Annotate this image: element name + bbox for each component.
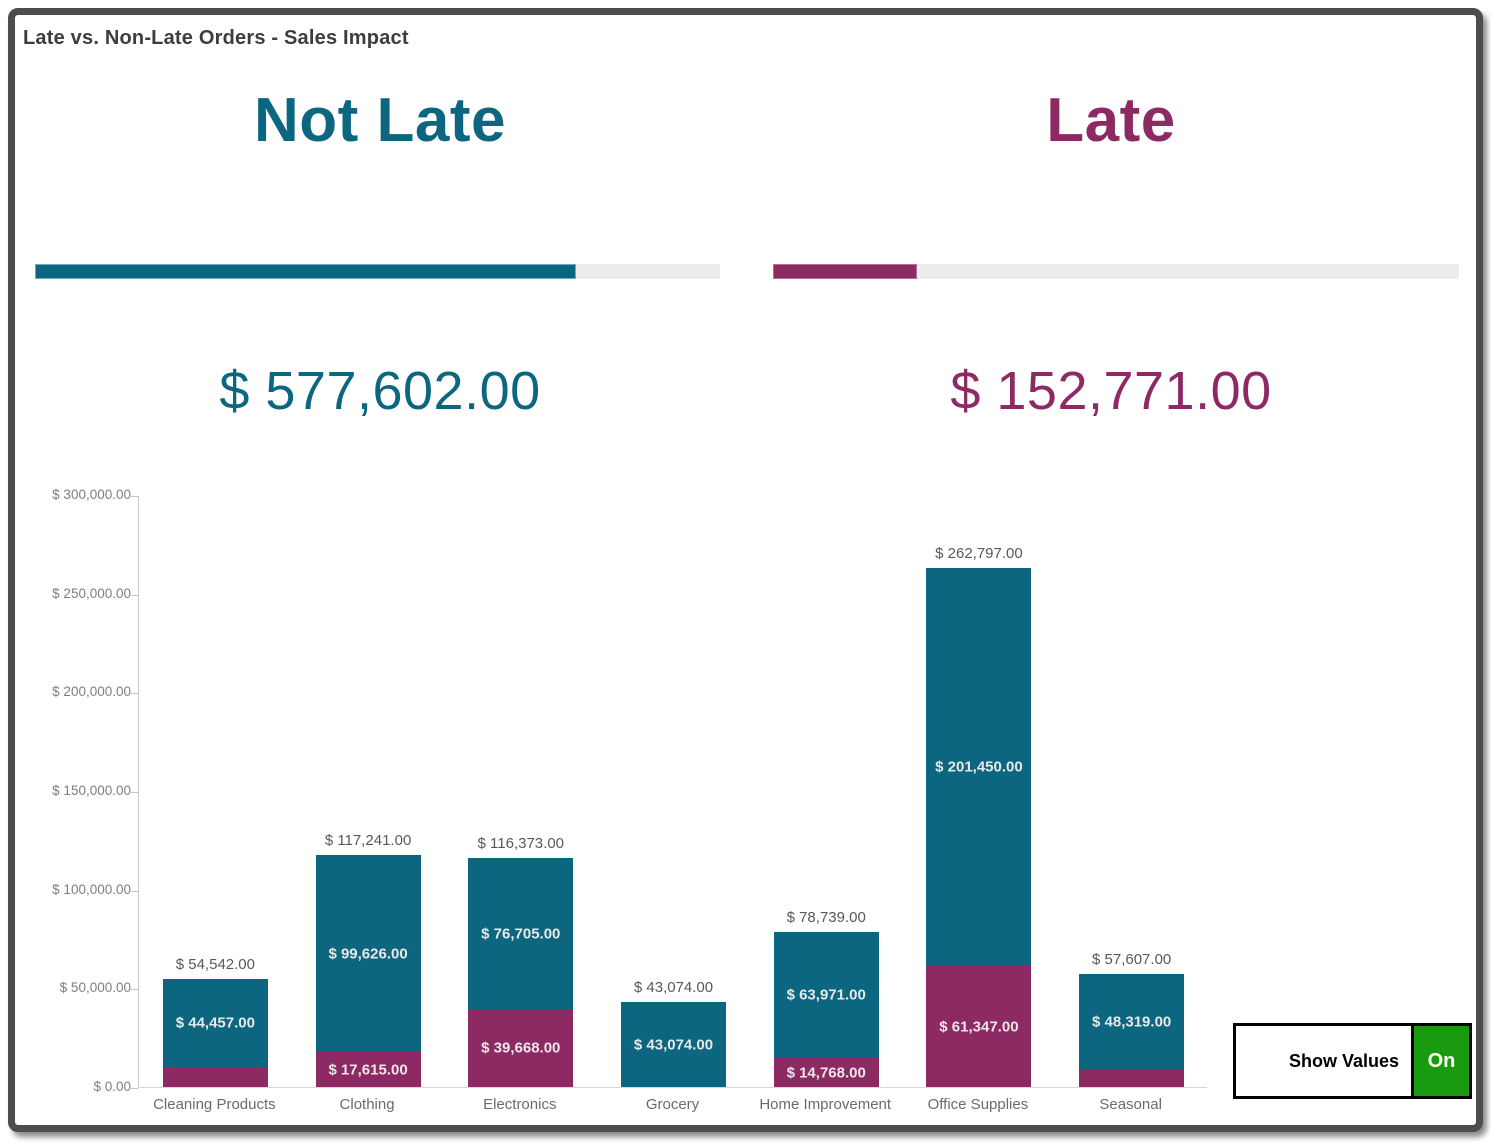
x-axis-label-office-supplies: Office Supplies: [927, 1096, 1029, 1113]
y-tick-mark: [131, 792, 138, 793]
y-tick-label: $ 50,000.00: [59, 980, 131, 996]
plot-area: $ 44,457.00 $ 54,542.00 $ 17,615.00 $ 99,62…: [138, 496, 1207, 1088]
bar-grocery[interactable]: $ 43,074.00: [621, 1002, 726, 1087]
bar-electronics[interactable]: $ 39,668.00 $ 76,705.00: [468, 858, 574, 1087]
y-tick-label: $ 100,000.00: [52, 881, 131, 897]
page-title: Late vs. Non-Late Orders - Sales Impact: [23, 27, 409, 49]
y-tick-mark: [131, 1088, 138, 1089]
bar-segment-late-seasonal[interactable]: [1079, 1069, 1185, 1087]
x-axis-label-cleaning-products: Cleaning Products: [153, 1096, 276, 1113]
kpi-not-late-progress-fill: [35, 264, 577, 279]
bar-total-label: $ 117,241.00: [324, 832, 412, 849]
bar-segment-late-electronics[interactable]: [468, 1009, 574, 1087]
kpi-late-value: $ 152,771.00: [950, 361, 1272, 421]
bar-segment-not-late-grocery[interactable]: [621, 1002, 726, 1087]
bar-total-label: $ 57,607.00: [1092, 951, 1172, 968]
bar-segment-label: $ 201,450.00: [935, 758, 1023, 776]
kpi-late-progress-fill: [773, 264, 918, 279]
bar-segment-label: $ 17,615.00: [328, 1061, 408, 1078]
kpi-not-late-label: Not Late: [254, 86, 506, 155]
kpi-late-label: Late: [1046, 86, 1176, 155]
show-values-toggle-button[interactable]: Show Values On: [1233, 1023, 1472, 1099]
y-tick-mark: [131, 890, 138, 892]
bar-segment-not-late-electronics[interactable]: [468, 858, 574, 1009]
bar-total-label: $ 78,739.00: [786, 909, 866, 926]
stacked-bar-chart: $ 300,000.00 $ 250,000.00 $ 200,000.00 $ 15…: [15, 487, 1476, 1125]
bar-segment-label: $ 61,347.00: [939, 1018, 1019, 1035]
y-tick-label: $ 250,000.00: [52, 585, 131, 601]
bar-segment-label: $ 14,768.00: [786, 1064, 866, 1081]
y-tick-mark: [131, 989, 138, 991]
x-axis-label-seasonal: Seasonal: [1099, 1096, 1162, 1113]
bar-segment-not-late-clothing[interactable]: [315, 855, 421, 1052]
bar-segment-not-late-seasonal[interactable]: [1079, 974, 1185, 1069]
bar-seasonal[interactable]: $ 48,319.00: [1079, 974, 1185, 1087]
y-tick-label: $ 0.00: [93, 1079, 131, 1094]
bar-total-label: $ 116,373.00: [477, 835, 565, 852]
show-values-label: Show Values: [1288, 1050, 1399, 1071]
toggle-on-indicator[interactable]: On: [1411, 1026, 1469, 1096]
bar-segment-label: $ 43,074.00: [633, 1036, 714, 1053]
bar-segment-late-cleaning-products[interactable]: [162, 1067, 268, 1087]
bar-segment-label: $ 39,668.00: [481, 1039, 561, 1057]
x-axis-label-electronics: Electronics: [483, 1096, 557, 1113]
bar-segment-label: $ 63,971.00: [786, 986, 866, 1004]
app-window: Late vs. Non-Late Orders - Sales Impact …: [8, 8, 1483, 1132]
bar-total-label: $ 262,797.00: [935, 545, 1023, 562]
x-axis-label-clothing: Clothing: [339, 1096, 395, 1113]
y-tick-mark: [131, 496, 138, 497]
y-tick-label: $ 200,000.00: [52, 684, 131, 700]
bar-segment-late-home-improvement[interactable]: [773, 1058, 879, 1087]
x-axis-label-grocery: Grocery: [645, 1096, 700, 1113]
bar-segment-not-late-home-improvement[interactable]: [773, 932, 879, 1058]
bar-segment-late-clothing[interactable]: [315, 1052, 421, 1087]
y-tick-mark: [131, 594, 138, 596]
bar-segment-label: $ 48,319.00: [1092, 1013, 1172, 1030]
x-axis-label-home-improvement: Home Improvement: [759, 1096, 892, 1113]
bar-total-label: $ 54,542.00: [175, 956, 255, 973]
bar-segment-label: $ 76,705.00: [481, 925, 561, 942]
bar-office-supplies[interactable]: $ 61,347.00 $ 201,450.00: [926, 568, 1032, 1087]
kpi-not-late-value: $ 577,602.00: [219, 361, 541, 421]
bar-home-improvement[interactable]: $ 14,768.00 $ 63,971.00: [773, 932, 879, 1087]
kpi-panel-late: Late $ 152,771.00: [746, 70, 1476, 470]
y-axis: $ 300,000.00 $ 250,000.00 $ 200,000.00 $ 15…: [15, 487, 138, 1094]
bar-segment-not-late-cleaning-products[interactable]: [162, 979, 268, 1067]
x-axis: Cleaning Products Clothing Electronics Groc…: [138, 1096, 1207, 1124]
bar-total-label: $ 43,074.00: [633, 979, 714, 996]
y-tick-mark: [131, 693, 138, 695]
y-tick-label: $ 300,000.00: [52, 487, 131, 502]
bar-cleaning-products[interactable]: $ 44,457.00: [162, 979, 268, 1087]
bar-segment-label: $ 44,457.00: [175, 1014, 255, 1032]
kpi-not-late-progress-track: [35, 264, 720, 279]
bar-segment-late-office-supplies[interactable]: [926, 966, 1032, 1087]
bar-segment-label: $ 99,626.00: [328, 945, 408, 962]
bar-segment-not-late-office-supplies[interactable]: [926, 568, 1032, 966]
kpi-late-progress-track: [773, 264, 1459, 279]
bar-clothing[interactable]: $ 17,615.00 $ 99,626.00: [315, 855, 421, 1087]
kpi-panel-not-late: Not Late $ 577,602.00: [15, 70, 745, 470]
y-tick-label: $ 150,000.00: [52, 783, 131, 798]
